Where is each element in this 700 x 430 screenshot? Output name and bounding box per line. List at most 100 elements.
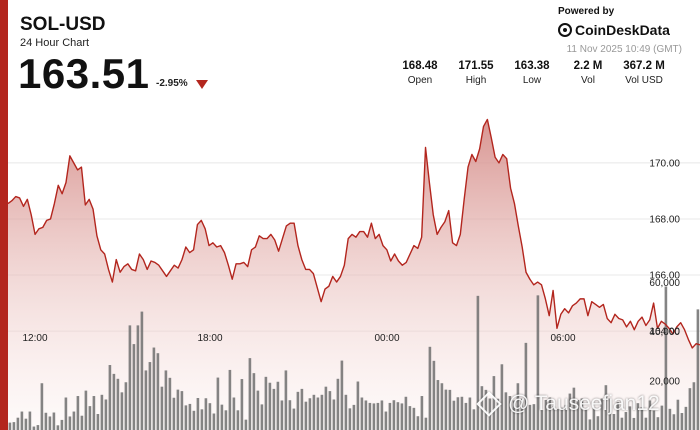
stats-panel: 168.48 Open 171.55 High 163.38 Low 2.2 M… <box>395 60 675 86</box>
volume-bar <box>456 397 460 430</box>
volume-bar <box>200 409 204 430</box>
volume-bar <box>688 388 692 430</box>
volume-bar <box>308 398 312 430</box>
volume-bar <box>344 394 348 430</box>
volume-bar <box>212 413 216 430</box>
volume-bar <box>340 360 344 430</box>
volume-bar <box>596 416 600 430</box>
volume-bar <box>128 325 132 430</box>
volume-bar <box>476 295 480 430</box>
volume-bar <box>528 404 532 430</box>
volume-bar <box>136 325 140 430</box>
volume-bar <box>360 397 364 430</box>
volume-bar <box>236 410 240 430</box>
volume-bar <box>696 309 700 430</box>
volume-bar <box>88 406 92 430</box>
volume-bar <box>580 398 584 430</box>
stat-vol-usd: 367.2 M Vol USD <box>619 60 669 86</box>
volume-bar <box>184 405 188 430</box>
stat-value: 163.38 <box>514 60 550 72</box>
volume-bar <box>12 422 16 430</box>
volume-bar <box>148 362 152 430</box>
volume-bar <box>676 399 680 430</box>
volume-bar <box>260 404 264 430</box>
volume-bar <box>124 382 128 430</box>
volume-bar <box>416 416 420 430</box>
volume-bar <box>532 404 536 430</box>
volume-bar <box>632 417 636 430</box>
stat-high: 171.55 High <box>451 60 501 86</box>
volume-bar <box>380 400 384 430</box>
timestamp: 11 Nov 2025 10:49 (GMT) <box>566 44 682 55</box>
volume-bar <box>496 398 500 430</box>
volume-bar <box>328 391 332 430</box>
time-tick-label: 18:00 <box>197 333 222 344</box>
volume-bar <box>564 404 568 430</box>
volume-bar <box>388 402 392 430</box>
volume-bar <box>672 414 676 430</box>
volume-bar <box>24 418 28 430</box>
volume-bar <box>500 364 504 430</box>
volume-bar <box>356 381 360 430</box>
stat-value: 168.48 <box>402 60 438 72</box>
volume-bar <box>680 413 684 430</box>
volume-bar <box>604 385 608 430</box>
volume-bar <box>444 389 448 430</box>
volume-bar <box>504 392 508 430</box>
volume-bar <box>44 412 48 430</box>
volume-bar <box>168 377 172 430</box>
volume-bar <box>36 425 40 430</box>
volume-bar <box>84 390 88 430</box>
volume-bar <box>216 377 220 430</box>
volume-bar <box>644 417 648 430</box>
volume-bar <box>384 411 388 430</box>
volume-bar <box>600 398 604 430</box>
volume-bar <box>220 404 224 430</box>
volume-bar <box>156 353 160 430</box>
volume-bar <box>116 378 120 430</box>
volume-bar <box>20 411 24 430</box>
volume-bar <box>552 406 556 430</box>
volume-bar <box>540 410 544 430</box>
volume-bar <box>440 383 444 430</box>
volume-bar <box>152 347 156 430</box>
volume-bar <box>652 410 656 430</box>
volume-bar <box>420 396 424 430</box>
volume-bar <box>312 394 316 430</box>
volume-bar <box>348 408 352 430</box>
volume-bar <box>164 370 168 430</box>
brand-name: CoinDeskData <box>575 22 670 38</box>
volume-bar <box>272 388 276 430</box>
volume-bar <box>636 403 640 430</box>
volume-bar <box>436 380 440 430</box>
price-tick-label: 164.00 <box>649 327 680 338</box>
volume-bar <box>592 407 596 430</box>
stat-value: 367.2 M <box>623 60 665 72</box>
volume-bar <box>196 398 200 430</box>
volume-bar <box>52 412 56 430</box>
volume-bar <box>524 342 528 430</box>
volume-bar <box>664 286 668 430</box>
volume-bar <box>452 400 456 430</box>
volume-bar <box>180 391 184 430</box>
volume-bar <box>400 403 404 430</box>
coindesk-logo-icon <box>558 23 572 37</box>
stat-label: Open <box>407 75 433 86</box>
stat-label: Vol USD <box>625 75 663 86</box>
volume-bar <box>572 387 576 430</box>
volume-bar <box>472 409 476 430</box>
volume-bar <box>160 386 164 430</box>
volume-bar <box>172 397 176 430</box>
volume-bar <box>8 422 12 430</box>
price-tick-label: 166.00 <box>649 271 680 282</box>
accent-bar <box>0 0 8 430</box>
volume-bar <box>56 425 60 430</box>
volume-bar <box>48 416 52 430</box>
price-tick-label: 170.00 <box>649 158 680 169</box>
volume-bar <box>244 419 248 430</box>
volume-bar <box>280 400 284 430</box>
stat-value: 171.55 <box>458 60 494 72</box>
volume-bar <box>316 397 320 430</box>
volume-bar <box>392 400 396 430</box>
